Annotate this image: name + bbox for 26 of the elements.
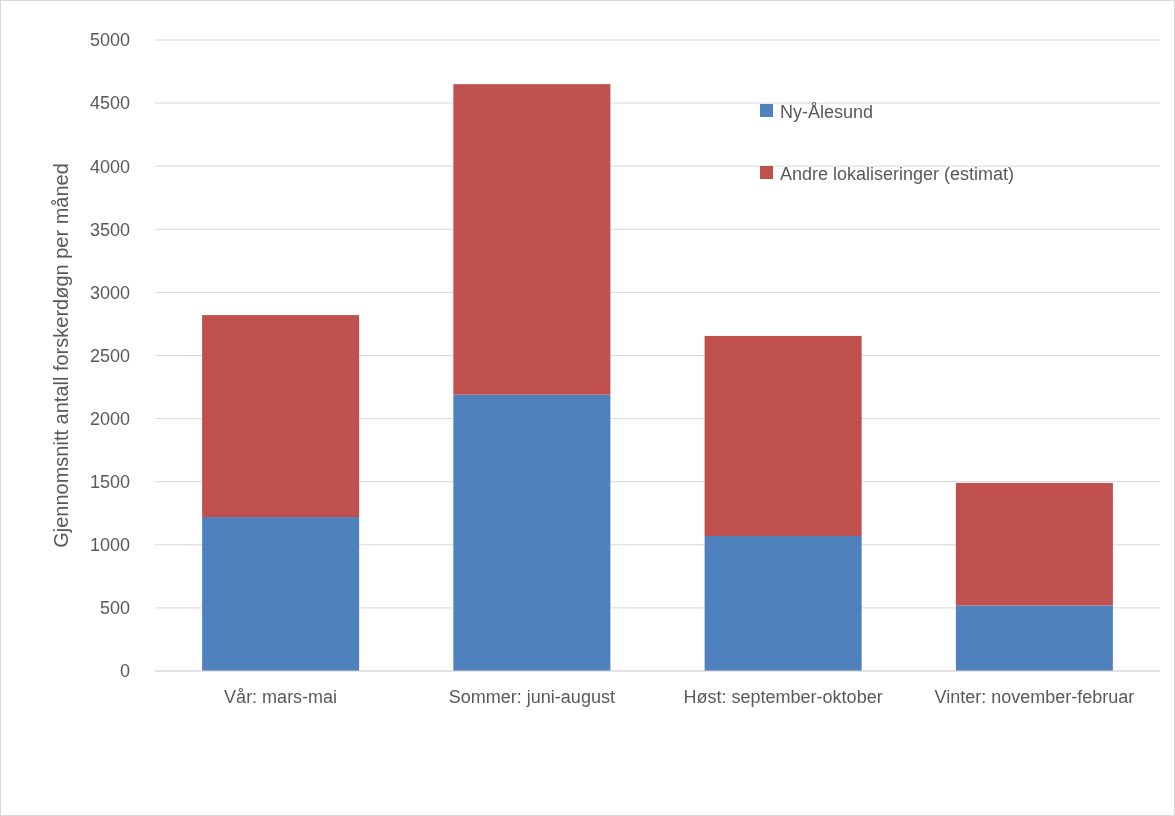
x-tick-label: Sommer: juni-august <box>448 687 615 707</box>
bar <box>453 394 611 671</box>
y-tick-label: 1500 <box>89 472 130 492</box>
y-tick-label: 4500 <box>89 93 130 114</box>
x-tick-label: Vår: mars-mai <box>224 687 338 707</box>
bar <box>704 335 862 536</box>
legend-label: Andre lokaliseringer (estimat) <box>780 164 1015 185</box>
bar <box>453 84 611 395</box>
y-axis-title: Gjennomsnitt antall forskerdøgn per måned <box>50 163 72 548</box>
y-tick-label: 5000 <box>89 30 130 51</box>
y-tick-label: 1000 <box>89 535 130 556</box>
bar <box>955 605 1113 671</box>
bar <box>202 315 360 518</box>
x-tick-label: Høst: september-oktober <box>683 687 883 707</box>
y-tick-label: 3500 <box>89 219 130 240</box>
y-tick-label: 500 <box>99 598 130 619</box>
bar <box>202 517 360 671</box>
x-tick-label: Vinter: november-februar <box>934 687 1135 707</box>
legend-label: Ny-Ålesund <box>780 102 874 123</box>
bar <box>704 535 862 671</box>
y-tick-label: 0 <box>119 661 130 682</box>
bar <box>955 482 1113 606</box>
y-tick-label: 4000 <box>89 156 130 177</box>
y-tick-label: 2000 <box>89 408 130 429</box>
y-tick-label: 2500 <box>89 345 130 366</box>
y-tick-label: 3000 <box>89 282 130 303</box>
